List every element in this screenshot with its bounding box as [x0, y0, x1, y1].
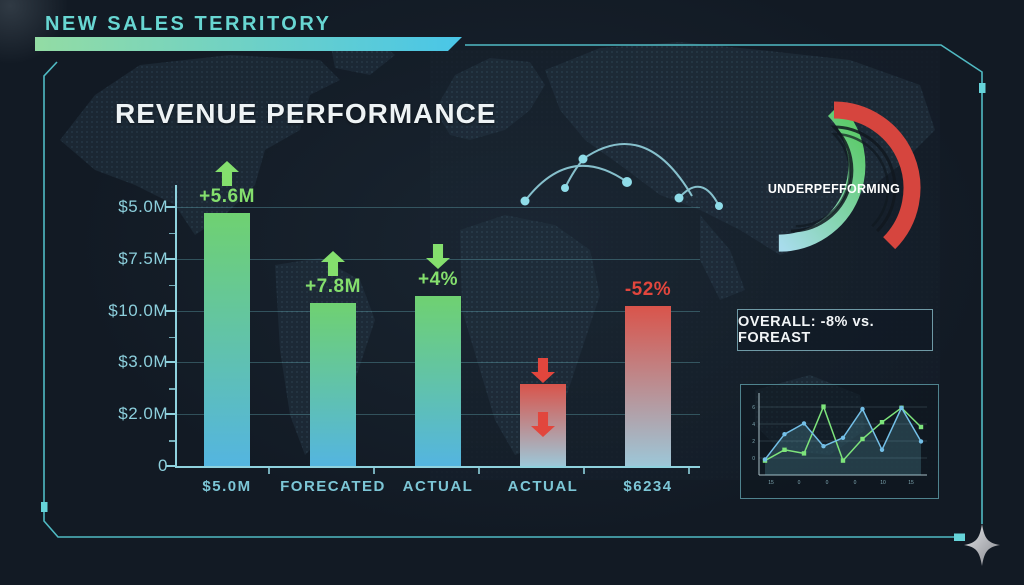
mini-x-tick-label: 10	[880, 480, 886, 486]
mini-marker	[840, 458, 846, 463]
mini-marker	[918, 424, 924, 430]
frame-top-right	[465, 44, 983, 524]
gauge-arc-left	[778, 103, 866, 252]
bar-annotation: +4%	[417, 269, 459, 290]
y-axis-tick	[166, 465, 175, 467]
gauge-inner-ring-2	[795, 132, 890, 228]
mini-marker	[821, 444, 826, 449]
y-axis-tick	[166, 257, 175, 260]
y-axis-tick	[166, 361, 175, 364]
mini-x-tick-label: 15	[768, 480, 774, 486]
page-title: NEW SALES TERRITORY	[45, 13, 332, 35]
mini-marker	[821, 404, 826, 409]
mini-x-tick-label: 15	[908, 480, 914, 486]
frame-node-bottom	[954, 533, 965, 541]
mini-marker	[840, 435, 846, 440]
overall-kpi-text: OVERALL: -8% vs. FOREAST	[738, 314, 875, 346]
gauge-arc-right	[833, 101, 921, 250]
x-axis-tick	[268, 468, 270, 474]
x-axis-line	[175, 466, 700, 468]
mini-y-tick-label: 2	[752, 439, 755, 445]
mini-x-tick-label: 0	[854, 480, 857, 486]
mini-trend-svg: 15 0 0 0 10 15 6 4 2 0	[752, 393, 927, 486]
y-axis-tick-label: 0	[158, 456, 168, 475]
gridline	[175, 207, 700, 208]
header-underline-bar	[35, 37, 462, 51]
y-axis-minor-tick	[169, 232, 175, 235]
up-arrow-icon	[321, 251, 345, 276]
mini-marker	[782, 447, 787, 452]
y-axis-tick	[166, 413, 175, 416]
x-axis-tick	[583, 468, 585, 474]
bar-2	[310, 303, 356, 466]
overall-kpi-box: OVERALL: -8% vs. FOREAST	[737, 309, 933, 351]
frame-node-left	[41, 502, 48, 512]
performance-gauge: UNDERPEFFORMING	[768, 101, 921, 252]
down-arrow-icon	[426, 244, 450, 269]
y-axis-tick-label: $5.0M	[118, 197, 168, 216]
x-axis-category-label: ACTUAL	[402, 478, 474, 495]
gauge-label: UNDERPEFFORMING	[768, 182, 900, 196]
bar-1	[204, 213, 250, 466]
up-arrow-icon	[215, 161, 239, 186]
mini-x-tick-label: 0	[826, 480, 829, 486]
bar-annotation: +5.6M	[199, 186, 255, 207]
y-axis-tick-label: $7.5M	[118, 248, 168, 268]
y-axis-minor-tick	[169, 284, 175, 287]
mini-marker	[918, 439, 924, 444]
mini-marker	[860, 406, 865, 412]
mini-marker	[801, 451, 807, 456]
mini-y-tick-label: 6	[752, 405, 755, 411]
x-axis-tick	[373, 468, 375, 474]
mini-marker	[860, 436, 865, 442]
x-axis-category-label: FORECATED	[280, 478, 386, 495]
chart-title: REVENUE PERFORMANCE	[115, 98, 497, 129]
mini-trend-chart: 15 0 0 0 10 15 6 4 2 0	[740, 384, 939, 499]
x-axis-tick	[688, 468, 690, 474]
mini-marker	[782, 432, 787, 437]
y-axis-tick	[166, 309, 175, 312]
x-axis-tick	[478, 468, 480, 474]
y-axis-minor-tick	[169, 388, 175, 390]
mini-y-tick-label: 4	[752, 422, 755, 428]
x-axis-category-label: ACTUAL	[507, 478, 579, 495]
y-axis-minor-tick	[169, 440, 175, 442]
mini-x-tick-label: 0	[798, 480, 801, 486]
y-axis-tick-label: $2.0M	[118, 404, 168, 424]
mini-marker	[899, 405, 904, 410]
y-axis-tick-label: $10.0M	[108, 300, 168, 320]
route-dots	[520, 154, 723, 210]
frame-node-right	[979, 83, 986, 93]
mini-marker	[801, 421, 807, 426]
frame-left-bottom	[43, 61, 957, 538]
y-axis-line	[175, 185, 177, 468]
mini-marker	[879, 420, 885, 425]
bar-3	[415, 296, 461, 466]
y-axis-minor-tick	[169, 336, 175, 338]
mini-marker	[762, 457, 768, 462]
sparkle-icon	[964, 524, 1000, 566]
y-axis-tick	[166, 206, 175, 208]
bar-annotation: +7.8M	[305, 276, 361, 297]
mini-marker	[879, 447, 885, 452]
x-axis-category-label: $5.0M	[202, 478, 252, 495]
bar-annotation: -52%	[624, 279, 672, 300]
mini-y-tick-label: 0	[752, 456, 755, 462]
gauge-inner-ring	[790, 125, 897, 233]
y-axis-tick-label: $3.0M	[118, 352, 168, 372]
bar-5	[625, 306, 671, 466]
x-axis-category-label: $6234	[623, 478, 673, 495]
